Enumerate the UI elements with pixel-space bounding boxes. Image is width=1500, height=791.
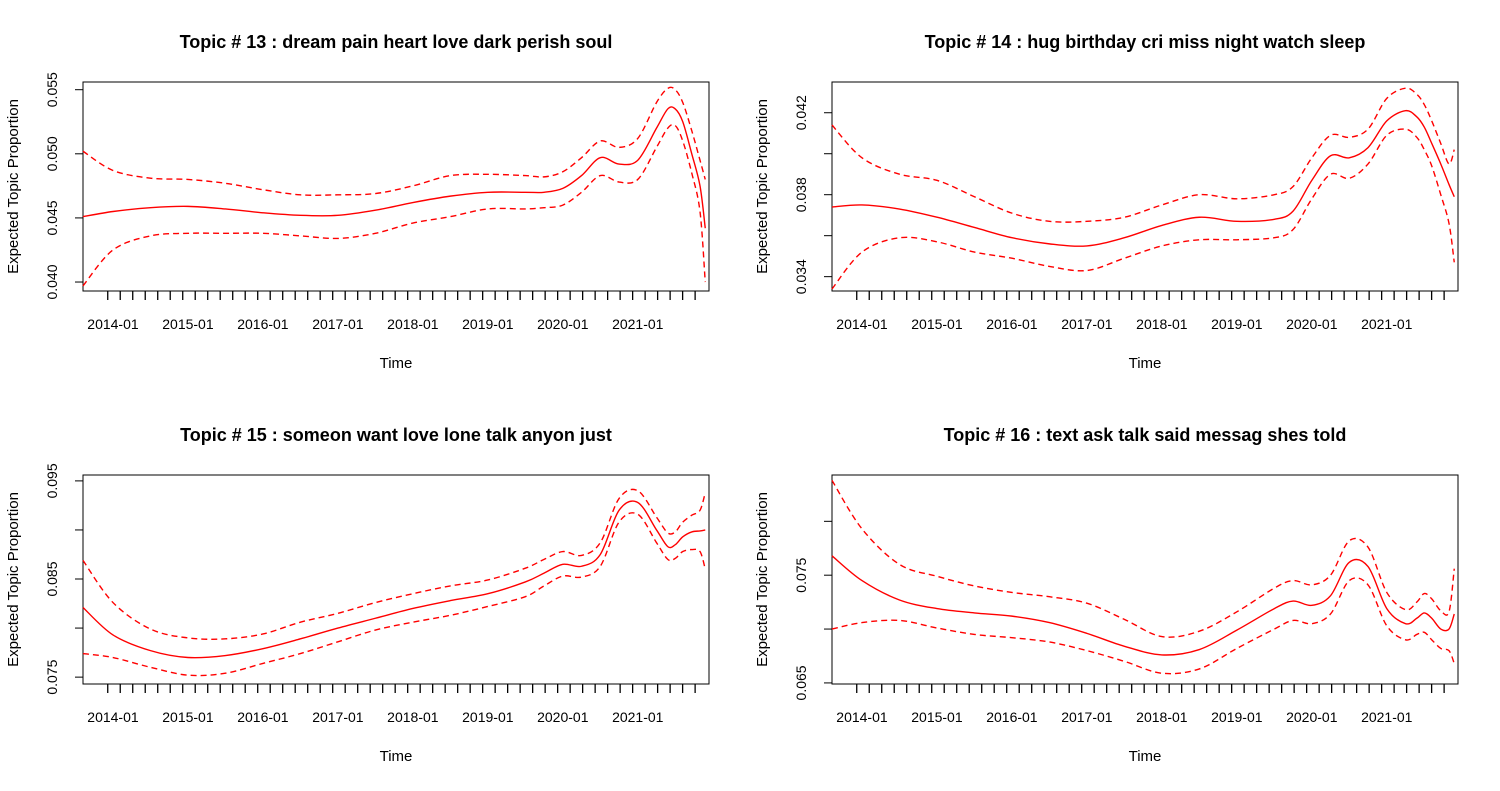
chart-panel-4: Topic # 16 : text ask talk said messag s… [754, 425, 1459, 765]
x-tick-label: 2015-01 [911, 316, 963, 332]
x-tick-label: 2016-01 [986, 709, 1038, 725]
x-tick-label: 2020-01 [1286, 316, 1338, 332]
upper-ci-line [831, 87, 1455, 223]
upper-ci-line [82, 488, 706, 640]
chart-title: Topic # 13 : dream pain heart love dark … [180, 32, 613, 52]
x-tick-label: 2019-01 [462, 709, 514, 725]
x-tick-label: 2017-01 [312, 709, 364, 725]
chart-title: Topic # 14 : hug birthday cri miss night… [925, 32, 1366, 52]
chart-panel-3: Topic # 15 : someon want love lone talk … [5, 425, 710, 765]
x-tick-label: 2021-01 [1361, 709, 1413, 725]
lower-ci-line [82, 123, 706, 287]
x-tick-label: 2017-01 [1061, 709, 1113, 725]
mean-line [831, 109, 1455, 247]
plot-frame [831, 474, 1459, 685]
mean-line [831, 555, 1455, 656]
y-tick-label: 0.038 [793, 177, 809, 212]
y-axis-label: Expected Topic Proportion [754, 99, 771, 274]
chart-title: Topic # 15 : someon want love lone talk … [180, 425, 612, 445]
upper-ci-line [831, 480, 1455, 638]
lower-ci-line [831, 577, 1455, 675]
upper-ci-line [82, 86, 706, 196]
mean-line [82, 500, 706, 659]
x-axis-label: Time [380, 355, 413, 372]
x-tick-label: 2016-01 [237, 316, 289, 332]
x-tick-label: 2019-01 [1211, 316, 1263, 332]
x-tick-label: 2016-01 [986, 316, 1038, 332]
x-tick-label: 2018-01 [1136, 316, 1188, 332]
x-tick-label: 2021-01 [612, 709, 664, 725]
x-tick-label: 2017-01 [312, 316, 364, 332]
x-tick-label: 2021-01 [1361, 316, 1413, 332]
y-tick-label: 0.045 [44, 200, 60, 235]
y-tick-label: 0.055 [44, 72, 60, 107]
x-tick-label: 2015-01 [162, 709, 214, 725]
lower-ci-line [831, 128, 1455, 290]
y-tick-label: 0.050 [44, 136, 60, 171]
y-axis-label: Expected Topic Proportion [5, 99, 22, 274]
x-axis-label: Time [380, 748, 413, 765]
x-axis-label: Time [1129, 748, 1162, 765]
y-axis-label: Expected Topic Proportion [5, 492, 22, 667]
x-tick-label: 2016-01 [237, 709, 289, 725]
x-tick-label: 2021-01 [612, 316, 664, 332]
x-tick-label: 2018-01 [1136, 709, 1188, 725]
chart-title: Topic # 16 : text ask talk said messag s… [944, 425, 1347, 445]
y-tick-label: 0.075 [793, 557, 809, 592]
x-tick-label: 2014-01 [836, 709, 888, 725]
plot-frame [82, 81, 710, 292]
x-tick-label: 2017-01 [1061, 316, 1113, 332]
x-tick-label: 2014-01 [836, 316, 888, 332]
y-tick-label: 0.095 [44, 463, 60, 498]
y-tick-label: 0.085 [44, 561, 60, 596]
mean-line [82, 106, 706, 229]
x-axis-label: Time [1129, 355, 1162, 372]
y-tick-label: 0.065 [793, 665, 809, 700]
x-tick-label: 2020-01 [537, 316, 589, 332]
lower-ci-line [82, 512, 706, 677]
x-tick-label: 2014-01 [87, 316, 139, 332]
y-tick-label: 0.040 [44, 264, 60, 299]
x-tick-label: 2018-01 [387, 316, 439, 332]
y-tick-label: 0.042 [793, 95, 809, 130]
x-tick-label: 2020-01 [537, 709, 589, 725]
y-tick-label: 0.034 [793, 259, 809, 294]
chart-panel-1: Topic # 13 : dream pain heart love dark … [5, 32, 710, 372]
x-tick-label: 2020-01 [1286, 709, 1338, 725]
x-tick-label: 2015-01 [162, 316, 214, 332]
x-tick-label: 2019-01 [462, 316, 514, 332]
y-tick-label: 0.075 [44, 659, 60, 694]
y-axis-label: Expected Topic Proportion [754, 492, 771, 667]
x-tick-label: 2018-01 [387, 709, 439, 725]
plot-frame [831, 81, 1459, 292]
x-tick-label: 2015-01 [911, 709, 963, 725]
x-tick-label: 2019-01 [1211, 709, 1263, 725]
chart-panel-2: Topic # 14 : hug birthday cri miss night… [754, 32, 1459, 372]
x-tick-label: 2014-01 [87, 709, 139, 725]
